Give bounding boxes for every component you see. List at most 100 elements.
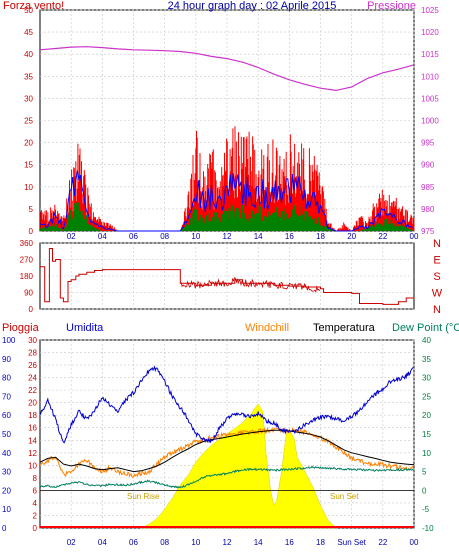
rain-tick-label: 20: [28, 399, 37, 408]
humidity-tick-label: 80: [2, 374, 11, 383]
temperature-tick-label: 30: [422, 374, 431, 383]
x-tick-label: 02: [67, 538, 76, 547]
pressure-tick-label: 985: [421, 183, 435, 192]
pressure-tick-label: 1020: [421, 28, 439, 37]
humidity-tick-label: 100: [2, 336, 16, 345]
rain-tick-label: 14: [28, 436, 37, 445]
wind-direction-marks: [40, 248, 415, 305]
x-tick-label: 16: [285, 538, 294, 547]
wind-tick-label: 35: [24, 72, 33, 81]
humidity-tick-label: 70: [2, 392, 11, 401]
sunrise-label: Sun Rise: [127, 492, 160, 501]
x-tick-label: 00: [410, 232, 419, 241]
temperature-label: Temperatura: [313, 322, 376, 334]
humidity-tick-label: 30: [2, 468, 11, 477]
dewpoint-label: Dew Point (°C: [392, 322, 459, 334]
wind-direction-grid: [40, 242, 414, 310]
direction-degree-ticks: 0 90 180 270 360: [20, 239, 34, 314]
wind-tick-label: 50: [24, 6, 33, 15]
x-tick-label: 12: [223, 538, 232, 547]
solar-radiation-area: [141, 403, 337, 529]
compass-tick-label: N: [433, 304, 441, 316]
rain-tick-label: 10: [28, 461, 37, 470]
humidity-tick-label: 20: [2, 486, 11, 495]
temperature-axis-ticks: -10 -5 0 5 10 15 20 25 30 35 40: [422, 336, 434, 533]
temperature-tick-label: 0: [422, 486, 427, 495]
x-tick-label: 14: [254, 538, 263, 547]
wind-pressure-x-ticks: 02 04 06 08 10 12 14 16 18 20 22 00: [67, 232, 419, 241]
pressure-label: Pressione: [367, 0, 416, 12]
x-tick-label: 10: [191, 232, 200, 241]
temperature-line: [39, 429, 415, 473]
rain-tick-label: 16: [28, 424, 37, 433]
x-tick-label: 22: [378, 232, 387, 241]
temperature-tick-label: 35: [422, 355, 431, 364]
humidity-line: [39, 365, 414, 444]
temperature-tick-label: -10: [422, 524, 434, 533]
x-tick-label: 04: [98, 232, 107, 241]
rain-tick-label: 22: [28, 386, 37, 395]
wind-tick-label: 10: [24, 183, 33, 192]
humidity-tick-label: 60: [2, 411, 11, 420]
x-tick-label: 06: [129, 538, 138, 547]
x-tick-label: 20: [347, 232, 356, 241]
compass-tick-label: E: [433, 255, 440, 267]
temperature-tick-label: -5: [422, 505, 430, 514]
direction-tick-label: 270: [20, 256, 34, 265]
x-tick-label: 22: [378, 538, 387, 547]
x-tick-label: 08: [160, 232, 169, 241]
rain-tick-label: 6: [33, 486, 38, 495]
dewpoint-line: [39, 465, 414, 489]
x-tick-label: 04: [98, 538, 107, 547]
wind-tick-label: 20: [24, 139, 33, 148]
x-tick-label: 18: [316, 232, 325, 241]
x-tick-label: 10: [191, 538, 200, 547]
x-tick-label: 06: [129, 232, 138, 241]
rain-tick-label: 18: [28, 411, 37, 420]
windchill-line: [39, 426, 414, 479]
weather-x-ticks: 02 04 06 08 10 12 14 16 18 Sun Set 22 00: [67, 538, 419, 547]
direction-tick-label: 180: [20, 272, 34, 281]
pressure-tick-label: 980: [421, 205, 435, 214]
humidity-tick-label: 50: [2, 430, 11, 439]
pressure-tick-label: 1015: [421, 50, 439, 59]
temperature-tick-label: 5: [422, 468, 427, 477]
x-tick-label: 16: [285, 232, 294, 241]
humidity-tick-label: 0: [2, 524, 7, 533]
x-tick-label: 14: [254, 232, 263, 241]
wind-speed-label: Forza vento!: [3, 0, 64, 12]
wind-tick-label: 0: [29, 227, 34, 236]
rain-tick-label: 8: [33, 474, 38, 483]
temperature-tick-label: 15: [422, 430, 431, 439]
temperature-tick-label: 10: [422, 449, 431, 458]
x-tick-label: Sun Set: [337, 538, 366, 547]
wind-tick-label: 40: [24, 50, 33, 59]
wind-gust-line: [39, 170, 413, 232]
compass-tick-label: N: [433, 238, 441, 250]
humidity-tick-label: 10: [2, 505, 11, 514]
pressure-tick-label: 990: [421, 161, 435, 170]
rain-tick-label: 12: [28, 449, 37, 458]
pressure-tick-label: 1010: [421, 72, 439, 81]
rain-tick-label: 26: [28, 361, 37, 370]
wind-tick-label: 25: [24, 117, 33, 126]
rain-tick-label: 30: [28, 336, 37, 345]
temperature-tick-label: 40: [422, 336, 431, 345]
humidity-label: Umidita: [66, 322, 104, 334]
pressure-tick-label: 975: [421, 227, 435, 236]
x-tick-label: 02: [67, 232, 76, 241]
wind-tick-label: 15: [24, 161, 33, 170]
wind-tick-label: 45: [24, 28, 33, 37]
temperature-tick-label: 20: [422, 411, 431, 420]
x-tick-label: 18: [316, 538, 325, 547]
wind-direction-noise: [180, 277, 320, 293]
rain-label: Pioggia: [2, 322, 40, 334]
direction-tick-label: 90: [24, 289, 33, 298]
wind-left-axis-ticks: 0 5 10 15 20 25 30 35 40 45 50: [24, 6, 33, 236]
